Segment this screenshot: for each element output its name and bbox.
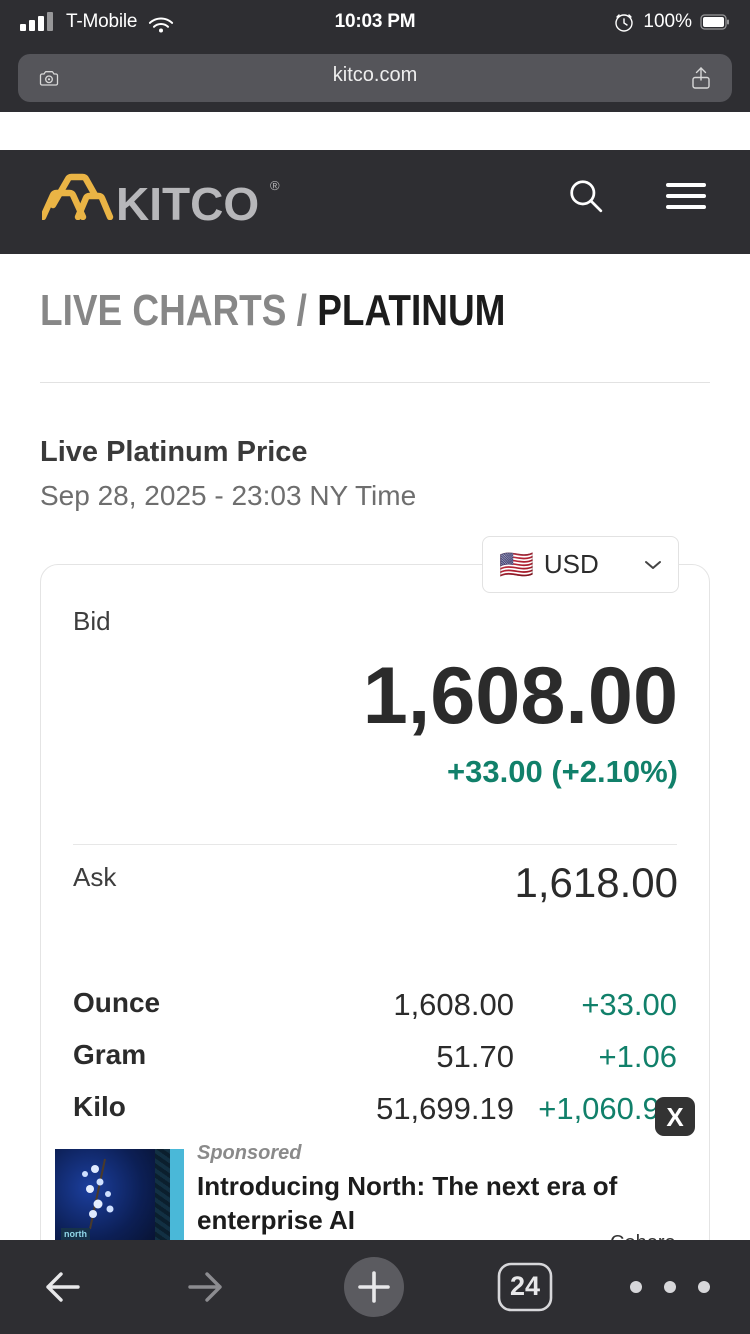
svg-text:24: 24 [510,1271,540,1301]
